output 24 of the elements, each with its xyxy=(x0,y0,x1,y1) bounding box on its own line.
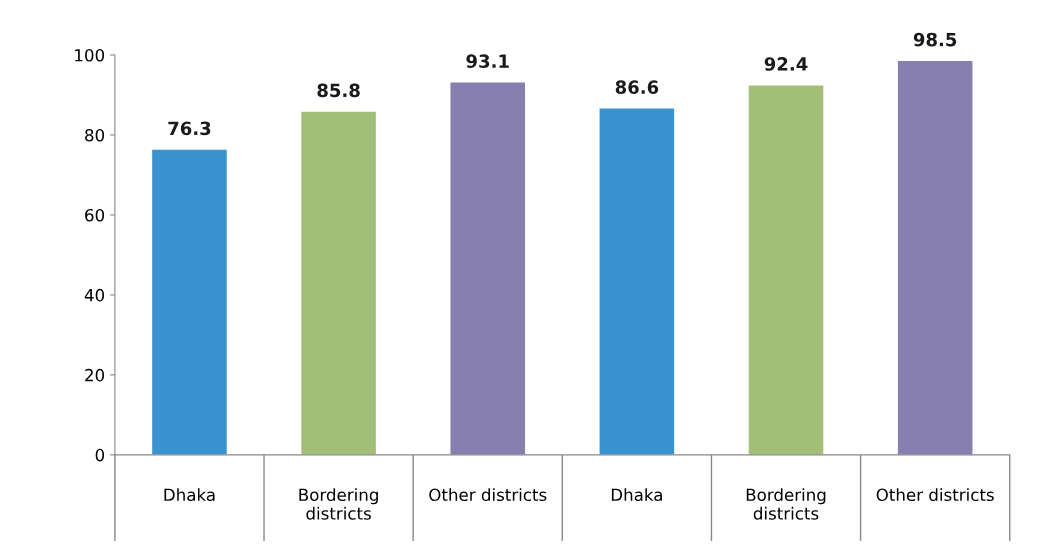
x-tick-label: Bordering districts xyxy=(746,488,826,520)
x-tick-label: Other districts xyxy=(429,488,547,502)
bar xyxy=(152,149,227,455)
data-label: 92.4 xyxy=(764,57,808,71)
x-tick-label: Bordering districts xyxy=(299,488,378,520)
bar xyxy=(301,111,376,455)
x-tick-label: Dhaka xyxy=(611,488,662,502)
data-label: 93.1 xyxy=(466,54,509,68)
bar xyxy=(897,61,973,455)
bar xyxy=(748,85,824,455)
y-tick-label: 100 xyxy=(75,48,105,62)
bar xyxy=(450,82,526,455)
y-tick-label: 0 xyxy=(95,448,105,462)
data-label: 86.6 xyxy=(615,80,659,94)
bar xyxy=(599,108,675,455)
y-tick-label: 60 xyxy=(85,208,105,222)
x-tick-label: Other districts xyxy=(876,488,994,502)
y-tick-label: 40 xyxy=(84,288,105,302)
data-label: 76.3 xyxy=(168,121,211,136)
y-tick-label: 20 xyxy=(85,368,105,382)
x-tick-label: Dhaka xyxy=(164,488,215,502)
y-tick-label: 80 xyxy=(85,128,105,142)
data-label: 85.8 xyxy=(317,83,360,98)
data-label: 98.5 xyxy=(913,32,957,47)
